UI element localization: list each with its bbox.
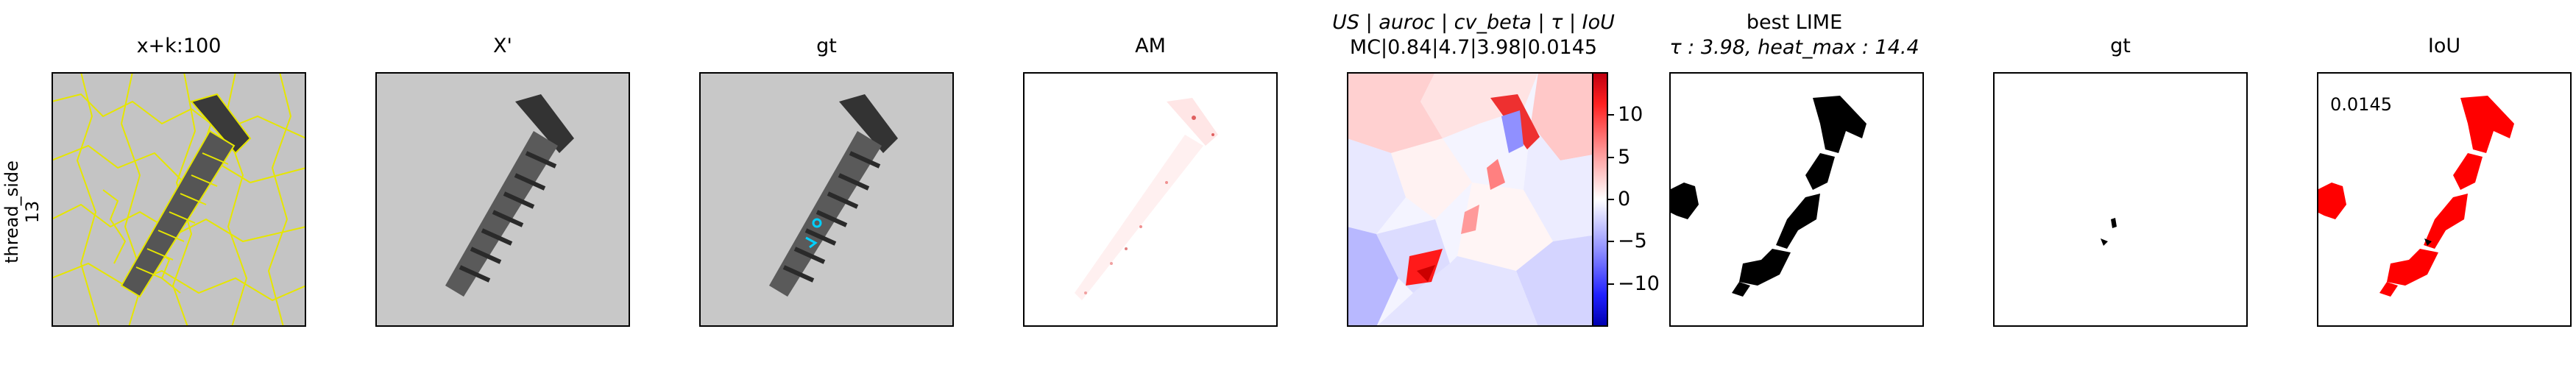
colorbar-tick-label: −10 [1618, 272, 1660, 295]
colorbar-tick-label: 0 [1618, 188, 1631, 210]
anomaly-map-image [1023, 72, 1278, 327]
segments-image [52, 72, 306, 327]
panel-title-lime-heatmap-line1: US | auroc | cv_beta | τ | IoU [1332, 11, 1615, 34]
panel-title-lime-heatmap-line2: MC|0.84|4.7|3.98|0.0145 [1349, 36, 1598, 59]
panel-gt-overlay [699, 72, 954, 327]
panel-iou [2317, 72, 2572, 327]
colorbar-tick [1608, 114, 1614, 116]
best-lime-mask-image [1669, 72, 1924, 327]
panel-title-gt-overlay: gt [816, 35, 837, 57]
lime-mask-regions [1669, 96, 1866, 297]
perturbed-image [375, 72, 630, 327]
iou-mask-regions [2317, 96, 2514, 297]
colorbar-tick [1608, 199, 1614, 200]
lime-heatmap-image [1347, 72, 1602, 327]
colorbar-tick [1608, 157, 1614, 158]
panel-input-segments [52, 72, 306, 327]
panel-anomaly-map [1023, 72, 1278, 327]
panel-title-anomaly-map: AM [1135, 35, 1166, 57]
colorbar-tick [1608, 283, 1614, 285]
panel-title-input-segments: x+k:100 [136, 35, 222, 57]
panel-title-gt-mask: gt [2110, 35, 2131, 57]
gt-mask-image [1993, 72, 2248, 327]
panel-title-best-lime-line1: best LIME [1746, 11, 1843, 34]
panel-title-iou: IoU [2427, 35, 2461, 57]
panel-lime-heatmap [1347, 72, 1602, 327]
row-label: thread_side 13 [1, 160, 43, 263]
screw-shape-1 [120, 93, 252, 298]
colorbar-tick-label: 10 [1618, 103, 1643, 126]
colorbar-tick [1608, 241, 1614, 242]
iou-overlap-regions [2424, 238, 2432, 246]
colorbar-tick-label: −5 [1618, 230, 1647, 252]
gt-mask-regions [2101, 218, 2117, 246]
screw-shape-2 [445, 94, 574, 297]
panel-gt-mask [1993, 72, 2248, 327]
iou-value-label: 0.0145 [2330, 94, 2392, 115]
colorbar-tick-label: 5 [1618, 146, 1631, 169]
panel-perturbed [375, 72, 630, 327]
screw-shape-3 [769, 94, 898, 297]
panel-title-perturbed: X' [493, 35, 512, 57]
iou-mask-image [2317, 72, 2572, 327]
panel-title-best-lime-line2: τ : 3.98, heat_max : 14.4 [1669, 36, 1919, 59]
anomaly-speckle [1075, 98, 1218, 300]
heatmap-colorbar [1592, 72, 1608, 327]
gt-contour-markers [805, 218, 822, 249]
panel-best-lime [1669, 72, 1924, 327]
gt-overlay-image [699, 72, 954, 327]
